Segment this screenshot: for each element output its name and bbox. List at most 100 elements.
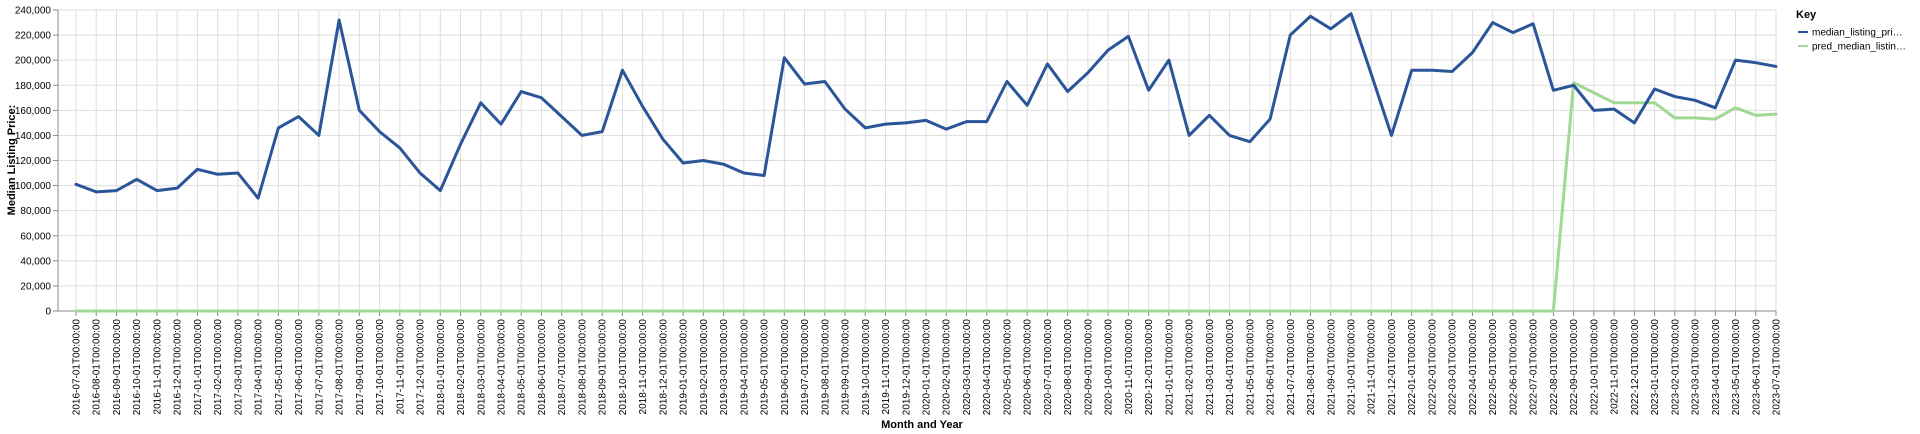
x-tick-label: 2018-08-01T00:00:00 [577, 319, 588, 416]
series-line-2 [74, 81, 1778, 313]
y-tick-label: 120,000 [15, 156, 52, 167]
x-tick-label: 2020-04-01T00:00:00 [982, 319, 993, 416]
x-tick-label: 2018-09-01T00:00:00 [598, 319, 609, 416]
x-tick-label: 2023-03-01T00:00:00 [1691, 319, 1702, 416]
x-tick-label: 2016-09-01T00:00:00 [112, 319, 123, 416]
x-tick-label: 2023-04-01T00:00:00 [1711, 319, 1722, 416]
x-tick-label: 2023-02-01T00:00:00 [1670, 319, 1681, 416]
x-tick-label: 2020-09-01T00:00:00 [1083, 319, 1094, 416]
x-tick-label: 2017-09-01T00:00:00 [355, 319, 366, 416]
x-tick-label: 2017-07-01T00:00:00 [314, 319, 325, 416]
x-tick-label: 2017-11-01T00:00:00 [395, 319, 406, 415]
x-tick-label: 2017-02-01T00:00:00 [213, 319, 224, 416]
x-tick-label: 2019-07-01T00:00:00 [800, 319, 811, 416]
x-tick-label: 2019-10-01T00:00:00 [861, 319, 872, 416]
legend-label-1: median_listing_pri… [1812, 28, 1903, 39]
x-tick-label: 2020-06-01T00:00:00 [1023, 319, 1034, 416]
series-line-1 [74, 12, 1778, 200]
x-tick-label: 2022-01-01T00:00:00 [1407, 319, 1418, 416]
x-tick-label: 2017-04-01T00:00:00 [254, 319, 265, 416]
y-axis-title: Median Listing Price: [6, 105, 18, 216]
x-tick-label: 2022-02-01T00:00:00 [1427, 319, 1438, 416]
x-tick-label: 2019-02-01T00:00:00 [699, 319, 710, 416]
y-tick-label: 140,000 [15, 131, 52, 142]
x-tick-label: 2016-10-01T00:00:00 [132, 319, 143, 416]
grid-lines [58, 9, 1777, 312]
x-tick-label: 2018-11-01T00:00:00 [638, 319, 649, 415]
y-tick-label: 40,000 [20, 256, 51, 267]
x-tick-label: 2016-08-01T00:00:00 [92, 319, 103, 416]
x-tick-label: 2022-07-01T00:00:00 [1529, 319, 1540, 416]
x-tick-label: 2017-12-01T00:00:00 [416, 319, 427, 416]
x-tick-label: 2022-09-01T00:00:00 [1569, 319, 1580, 416]
x-tick-label: 2019-04-01T00:00:00 [739, 319, 750, 416]
x-tick-label: 2020-02-01T00:00:00 [942, 319, 953, 416]
x-tick-label: 2016-11-01T00:00:00 [152, 319, 163, 415]
x-tick-label: 2021-01-01T00:00:00 [1164, 319, 1175, 416]
y-tick-label: 220,000 [15, 31, 52, 42]
x-tick-label: 2020-08-01T00:00:00 [1063, 319, 1074, 416]
x-axis-title: Month and Year [881, 419, 963, 431]
x-tick-label: 2021-03-01T00:00:00 [1205, 319, 1216, 416]
x-tick-label: 2017-06-01T00:00:00 [294, 319, 305, 416]
x-tick-label: 2021-11-01T00:00:00 [1367, 319, 1378, 415]
x-tick-label: 2016-12-01T00:00:00 [173, 319, 184, 416]
x-tick-label: 2020-01-01T00:00:00 [922, 319, 933, 416]
x-tick-label: 2020-11-01T00:00:00 [1124, 319, 1135, 415]
series-layer [74, 12, 1778, 313]
x-tick-label: 2022-10-01T00:00:00 [1589, 319, 1600, 416]
y-tick-label: 100,000 [15, 181, 52, 192]
x-tick-label: 2023-07-01T00:00:00 [1772, 319, 1783, 416]
x-tick-label: 2020-07-01T00:00:00 [1043, 319, 1054, 416]
x-tick-label: 2017-10-01T00:00:00 [375, 319, 386, 416]
x-tick-label: 2023-01-01T00:00:00 [1650, 319, 1661, 416]
legend-title: Key [1796, 9, 1817, 21]
x-tick-label: 2020-12-01T00:00:00 [1144, 319, 1155, 416]
x-tick-label: 2019-12-01T00:00:00 [901, 319, 912, 416]
y-tick-label: 180,000 [15, 81, 52, 92]
x-tick-label: 2019-06-01T00:00:00 [780, 319, 791, 416]
x-tick-label: 2017-03-01T00:00:00 [233, 319, 244, 416]
x-tick-label: 2021-12-01T00:00:00 [1387, 319, 1398, 416]
x-tick-label: 2017-08-01T00:00:00 [335, 319, 346, 416]
x-tick-label: 2018-04-01T00:00:00 [497, 319, 508, 416]
x-tick-label: 2018-06-01T00:00:00 [537, 319, 548, 416]
x-tick-label: 2019-11-01T00:00:00 [881, 319, 892, 415]
x-tick-label: 2022-12-01T00:00:00 [1630, 319, 1641, 416]
x-tick-label: 2022-08-01T00:00:00 [1549, 319, 1560, 416]
x-tick-label: 2018-02-01T00:00:00 [456, 319, 467, 416]
x-tick-label: 2021-02-01T00:00:00 [1185, 319, 1196, 416]
x-tick-label: 2022-06-01T00:00:00 [1508, 319, 1519, 416]
x-tick-label: 2021-08-01T00:00:00 [1306, 319, 1317, 416]
x-tick-label: 2018-03-01T00:00:00 [476, 319, 487, 416]
y-tick-label: 60,000 [20, 231, 51, 242]
x-tick-label: 2021-05-01T00:00:00 [1245, 319, 1256, 416]
x-tick-label: 2018-05-01T00:00:00 [517, 319, 528, 416]
y-tick-label: 0 [45, 307, 51, 318]
x-tick-label: 2019-01-01T00:00:00 [679, 319, 690, 416]
x-tick-label: 2019-05-01T00:00:00 [760, 319, 771, 416]
y-tick-label: 20,000 [20, 281, 51, 292]
x-tick-label: 2018-07-01T00:00:00 [557, 319, 568, 416]
legend: Key median_listing_pri… pred_median_listi… [1796, 9, 1906, 53]
x-tick-label: 2023-05-01T00:00:00 [1731, 319, 1742, 416]
x-tick-label: 2020-10-01T00:00:00 [1104, 319, 1115, 416]
x-tick-label: 2018-01-01T00:00:00 [436, 319, 447, 416]
x-tick-label: 2019-09-01T00:00:00 [841, 319, 852, 416]
x-tick-label: 2019-03-01T00:00:00 [719, 319, 730, 416]
y-tick-label: 200,000 [15, 56, 52, 67]
x-tick-label: 2022-11-01T00:00:00 [1610, 319, 1621, 415]
x-tick-label: 2021-07-01T00:00:00 [1286, 319, 1297, 416]
x-axis: 2016-07-01T00:00:00 2016-08-01T00:00:00 20… [58, 310, 1783, 416]
x-tick-label: 2017-01-01T00:00:00 [193, 319, 204, 416]
x-tick-label: 2021-06-01T00:00:00 [1266, 319, 1277, 416]
x-tick-label: 2018-10-01T00:00:00 [618, 319, 629, 416]
y-tick-label: 80,000 [20, 206, 51, 217]
x-tick-label: 2021-04-01T00:00:00 [1225, 319, 1236, 416]
x-tick-label: 2021-09-01T00:00:00 [1326, 319, 1337, 416]
x-tick-label: 2021-10-01T00:00:00 [1347, 319, 1358, 416]
x-tick-label: 2019-08-01T00:00:00 [820, 319, 831, 416]
y-tick-label: 160,000 [15, 106, 52, 117]
x-tick-label: 2022-05-01T00:00:00 [1488, 319, 1499, 416]
x-tick-label: 2017-05-01T00:00:00 [274, 319, 285, 416]
